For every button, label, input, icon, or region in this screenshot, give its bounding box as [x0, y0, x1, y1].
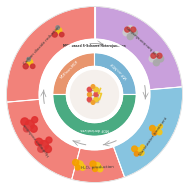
Circle shape: [131, 29, 137, 36]
Circle shape: [40, 141, 48, 149]
Circle shape: [35, 138, 43, 146]
Wedge shape: [53, 94, 136, 136]
Circle shape: [56, 28, 62, 34]
Circle shape: [87, 97, 92, 102]
Circle shape: [6, 6, 183, 183]
Circle shape: [153, 55, 160, 62]
Circle shape: [76, 161, 83, 168]
Text: H₂O₂ production: H₂O₂ production: [81, 164, 114, 170]
Circle shape: [157, 53, 162, 58]
Circle shape: [125, 27, 130, 32]
Circle shape: [60, 32, 64, 37]
Circle shape: [91, 85, 95, 88]
Circle shape: [27, 59, 33, 65]
Circle shape: [135, 148, 142, 154]
Circle shape: [88, 92, 91, 97]
Circle shape: [67, 67, 122, 122]
Circle shape: [94, 163, 101, 170]
Text: C-H functionalization: C-H functionalization: [126, 25, 160, 56]
Circle shape: [151, 53, 156, 58]
Circle shape: [30, 125, 37, 132]
Circle shape: [27, 57, 30, 61]
Circle shape: [90, 161, 96, 167]
Wedge shape: [72, 146, 125, 183]
Circle shape: [153, 60, 159, 66]
Circle shape: [32, 117, 38, 123]
Circle shape: [92, 167, 98, 171]
Wedge shape: [53, 53, 94, 94]
Circle shape: [25, 120, 34, 129]
Wedge shape: [94, 53, 136, 94]
Circle shape: [94, 97, 98, 102]
Circle shape: [123, 29, 129, 36]
Wedge shape: [7, 99, 80, 180]
Circle shape: [132, 146, 137, 152]
Text: Hydrogen evolution: Hydrogen evolution: [23, 122, 51, 156]
Circle shape: [150, 125, 155, 131]
Circle shape: [38, 146, 44, 152]
Circle shape: [73, 160, 79, 165]
Text: MOF-based S-Scheme Heterojunction: MOF-based S-Scheme Heterojunction: [63, 44, 126, 49]
Circle shape: [52, 32, 57, 37]
Circle shape: [140, 145, 145, 149]
Wedge shape: [94, 6, 182, 90]
Circle shape: [158, 124, 162, 128]
Circle shape: [94, 87, 98, 92]
Circle shape: [30, 64, 35, 68]
Circle shape: [56, 26, 60, 29]
Circle shape: [131, 27, 136, 32]
Circle shape: [157, 130, 162, 135]
Circle shape: [94, 92, 98, 97]
Bar: [94, 88, 98, 101]
Circle shape: [46, 137, 52, 143]
Circle shape: [87, 87, 92, 92]
Circle shape: [23, 64, 28, 69]
Circle shape: [80, 165, 85, 170]
Circle shape: [91, 101, 95, 104]
Circle shape: [134, 152, 139, 156]
Circle shape: [23, 125, 30, 132]
Circle shape: [127, 26, 133, 32]
Text: MOF/non-MOF: MOF/non-MOF: [60, 60, 80, 80]
Circle shape: [97, 166, 103, 172]
Wedge shape: [113, 87, 183, 177]
Circle shape: [21, 118, 29, 125]
Wedge shape: [6, 6, 94, 102]
Circle shape: [139, 150, 144, 155]
Circle shape: [75, 165, 80, 170]
Text: MOF derivatives: MOF derivatives: [80, 128, 109, 132]
Circle shape: [127, 29, 134, 36]
Circle shape: [149, 56, 156, 62]
Circle shape: [153, 52, 159, 58]
Circle shape: [157, 56, 164, 62]
Text: Carbon dioxide reduction: Carbon dioxide reduction: [22, 25, 61, 65]
Circle shape: [70, 70, 119, 119]
Text: MOF-on-MOF: MOF-on-MOF: [110, 60, 129, 79]
Circle shape: [153, 127, 160, 133]
Circle shape: [44, 146, 51, 153]
Text: Wastewater treatment: Wastewater treatment: [139, 116, 169, 156]
Circle shape: [127, 34, 133, 40]
Circle shape: [152, 131, 157, 136]
Circle shape: [40, 40, 149, 149]
Bar: [88, 88, 91, 101]
